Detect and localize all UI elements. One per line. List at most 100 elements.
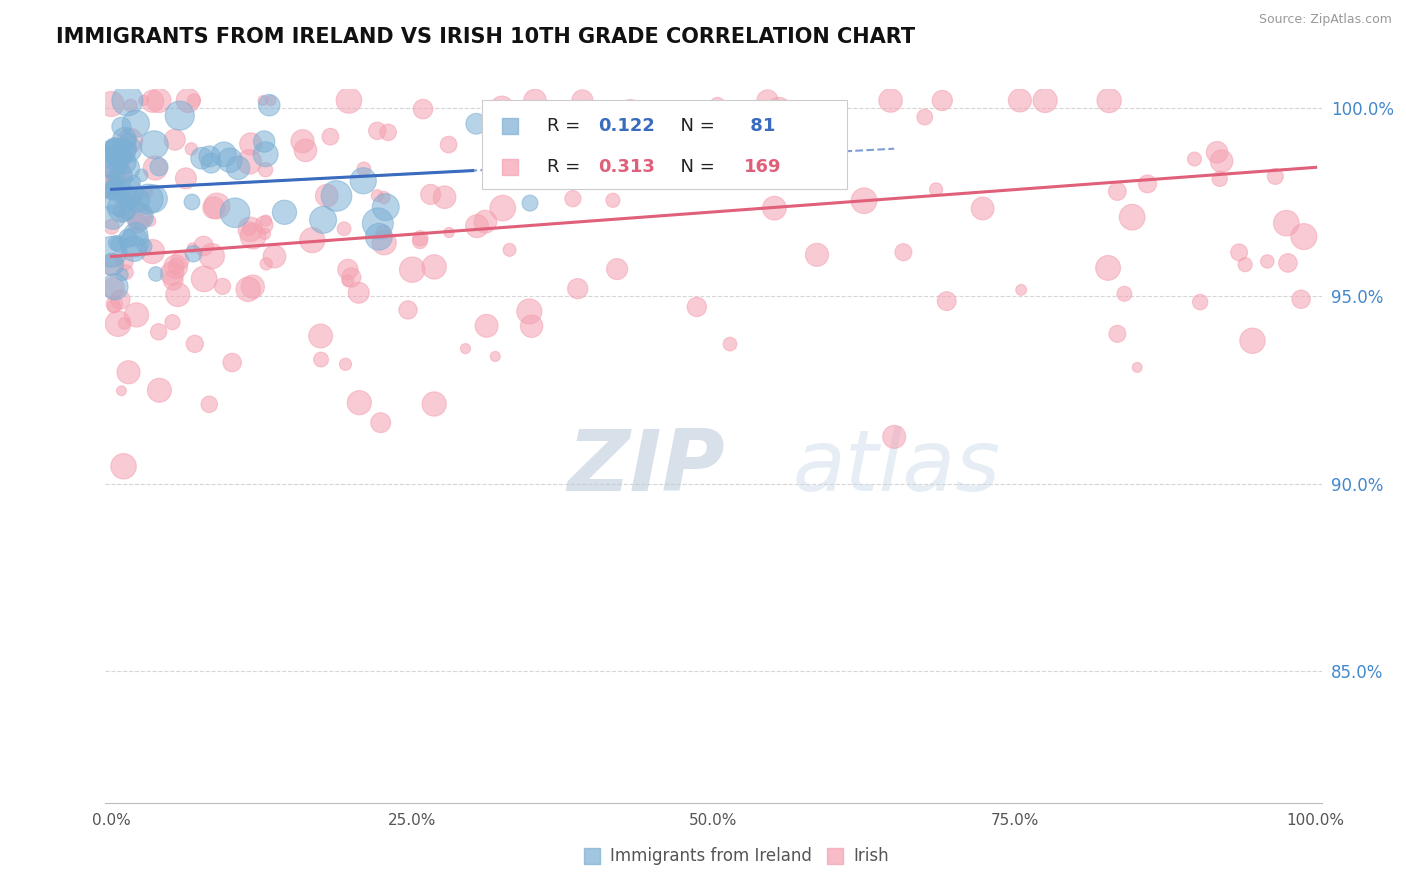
Point [367, 229, 389, 244]
Point [242, 279, 264, 293]
Point [253, 218, 276, 232]
Text: 169: 169 [744, 159, 782, 177]
Point [454, 342, 477, 356]
Point [160, 267, 183, 281]
Point [353, 161, 375, 176]
Point [239, 222, 262, 236]
Text: atlas: atlas [793, 425, 1001, 509]
Point [101, 258, 124, 272]
Point [148, 94, 170, 108]
Point [291, 134, 314, 148]
Point [1136, 177, 1159, 191]
Point [143, 137, 166, 152]
Point [104, 181, 127, 195]
Point [1097, 260, 1119, 275]
Point [1289, 292, 1312, 306]
Point [136, 192, 159, 206]
Point [101, 175, 124, 189]
Point [423, 260, 446, 274]
Point [242, 229, 264, 244]
Point [105, 173, 128, 187]
Point [252, 94, 274, 108]
Point [193, 239, 215, 253]
Point [567, 282, 589, 296]
Point [141, 244, 163, 259]
Point [184, 336, 207, 351]
Point [1241, 334, 1264, 348]
Point [1189, 295, 1212, 310]
Point [238, 221, 260, 235]
Point [1256, 254, 1278, 268]
Point [193, 272, 215, 286]
Point [501, 513, 523, 527]
Point [117, 94, 139, 108]
Point [101, 154, 124, 169]
Point [543, 114, 565, 128]
Point [333, 221, 356, 235]
Point [169, 109, 191, 123]
Point [336, 262, 359, 277]
Point [806, 248, 828, 262]
Point [1227, 245, 1250, 260]
Point [263, 250, 285, 264]
Point [108, 194, 131, 209]
Text: Irish: Irish [853, 847, 889, 865]
Point [492, 201, 515, 215]
Text: N =: N = [668, 159, 720, 177]
Point [433, 190, 456, 204]
Point [112, 182, 135, 196]
Point [465, 219, 488, 234]
Point [211, 279, 233, 293]
Text: ZIP: ZIP [568, 425, 725, 509]
Point [110, 120, 132, 134]
Point [602, 194, 624, 208]
Point [377, 125, 399, 139]
Point [706, 98, 728, 112]
Point [254, 147, 277, 161]
Point [112, 459, 135, 474]
Point [136, 185, 159, 199]
Point [373, 235, 395, 250]
Point [166, 287, 188, 301]
Point [103, 281, 125, 295]
Point [523, 94, 546, 108]
Point [374, 200, 396, 214]
Text: 0.122: 0.122 [598, 118, 655, 136]
Point [103, 297, 125, 311]
Text: Immigrants from Ireland: Immigrants from Ireland [610, 847, 813, 865]
Point [236, 282, 259, 296]
Point [110, 384, 132, 398]
Point [131, 168, 153, 182]
Point [763, 201, 786, 215]
Point [100, 244, 122, 259]
Point [1098, 94, 1121, 108]
Point [396, 302, 419, 317]
Point [853, 194, 876, 208]
Point [127, 194, 149, 208]
Point [325, 189, 347, 203]
Point [145, 267, 167, 281]
Point [122, 175, 145, 189]
Point [129, 210, 152, 224]
Point [104, 151, 127, 165]
Point [254, 257, 277, 271]
Point [111, 268, 134, 282]
Point [148, 160, 170, 174]
Point [1126, 360, 1149, 375]
Point [1033, 94, 1056, 108]
Point [336, 274, 359, 288]
Point [202, 201, 225, 215]
Point [718, 337, 741, 351]
Point [519, 196, 541, 211]
Point [756, 94, 779, 108]
Point [219, 153, 242, 168]
Point [1292, 229, 1315, 244]
Point [561, 192, 583, 206]
Point [100, 183, 122, 197]
Point [352, 174, 374, 188]
Point [337, 94, 360, 108]
Point [198, 397, 221, 411]
Point [127, 216, 149, 230]
Point [1206, 145, 1229, 160]
Point [114, 155, 136, 169]
